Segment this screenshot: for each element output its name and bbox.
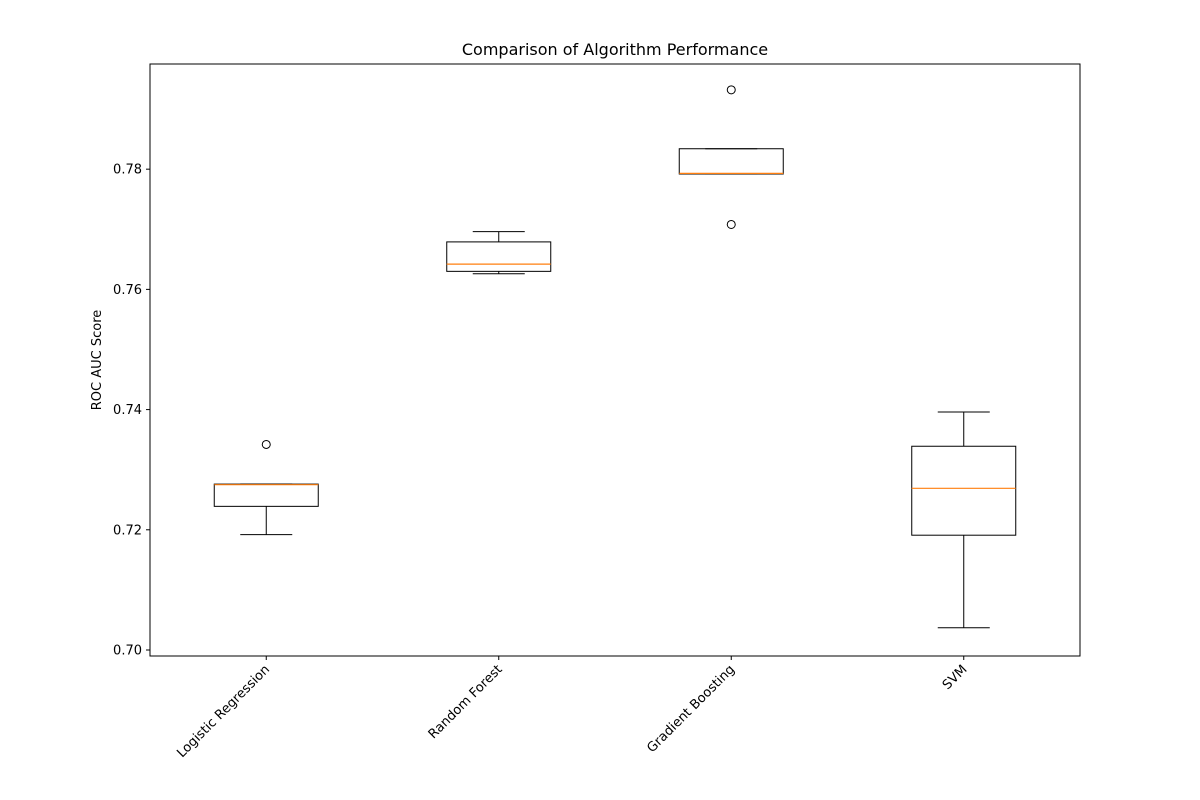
box-iqr	[446, 241, 552, 272]
x-tick-label: Random Forest	[426, 662, 506, 742]
y-axis-label: ROC AUC Score	[90, 310, 105, 411]
box-outlier	[726, 219, 736, 229]
plot-area: 0.70 0.72 0.74 0.76 0.78 Logistic Regression R…	[113, 85, 1017, 761]
y-tick-label: 0.72	[113, 523, 142, 538]
x-tick-label: Logistic Regression	[174, 662, 273, 761]
box-iqr	[678, 148, 784, 175]
x-tick-label: Gradient Boosting	[644, 662, 738, 756]
box-outlier	[261, 439, 271, 449]
box-outlier	[726, 85, 736, 95]
y-tick-label: 0.74	[113, 403, 142, 418]
box-iqr	[911, 445, 1017, 536]
chart-title: Comparison of Algorithm Performance	[462, 40, 768, 59]
x-tick-label: SVM	[940, 662, 971, 693]
y-tick-label: 0.70	[113, 643, 142, 658]
box-iqr	[213, 483, 319, 507]
plot-frame	[149, 63, 1081, 657]
y-tick-label: 0.76	[113, 283, 142, 298]
y-tick-label: 0.78	[113, 163, 142, 178]
